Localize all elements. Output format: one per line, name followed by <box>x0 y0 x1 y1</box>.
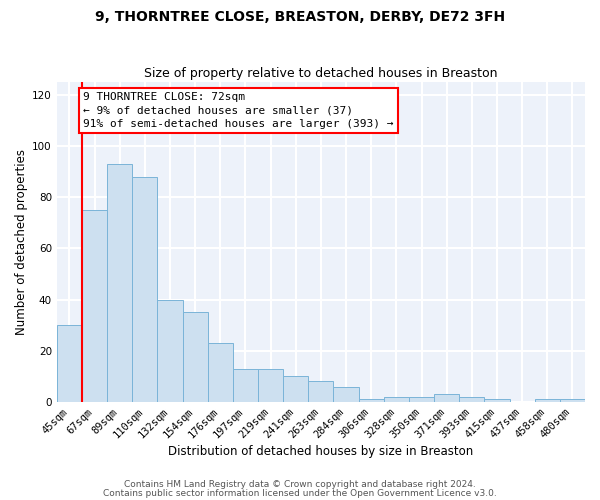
Bar <box>484 400 509 402</box>
Bar <box>359 400 384 402</box>
Title: Size of property relative to detached houses in Breaston: Size of property relative to detached ho… <box>144 66 497 80</box>
Bar <box>107 164 132 402</box>
Bar <box>258 368 283 402</box>
Bar <box>384 397 409 402</box>
Bar <box>334 386 359 402</box>
Text: Contains HM Land Registry data © Crown copyright and database right 2024.: Contains HM Land Registry data © Crown c… <box>124 480 476 489</box>
Bar <box>283 376 308 402</box>
Text: 9 THORNTREE CLOSE: 72sqm
← 9% of detached houses are smaller (37)
91% of semi-de: 9 THORNTREE CLOSE: 72sqm ← 9% of detache… <box>83 92 394 128</box>
Bar <box>308 382 334 402</box>
Bar <box>233 368 258 402</box>
Bar <box>182 312 208 402</box>
Bar <box>535 400 560 402</box>
Bar <box>409 397 434 402</box>
Bar <box>434 394 459 402</box>
Text: Contains public sector information licensed under the Open Government Licence v3: Contains public sector information licen… <box>103 489 497 498</box>
Bar <box>132 176 157 402</box>
Bar <box>560 400 585 402</box>
X-axis label: Distribution of detached houses by size in Breaston: Distribution of detached houses by size … <box>168 444 473 458</box>
Bar <box>208 343 233 402</box>
Text: 9, THORNTREE CLOSE, BREASTON, DERBY, DE72 3FH: 9, THORNTREE CLOSE, BREASTON, DERBY, DE7… <box>95 10 505 24</box>
Bar <box>459 397 484 402</box>
Bar <box>157 300 182 402</box>
Y-axis label: Number of detached properties: Number of detached properties <box>15 149 28 335</box>
Bar <box>82 210 107 402</box>
Bar <box>57 325 82 402</box>
